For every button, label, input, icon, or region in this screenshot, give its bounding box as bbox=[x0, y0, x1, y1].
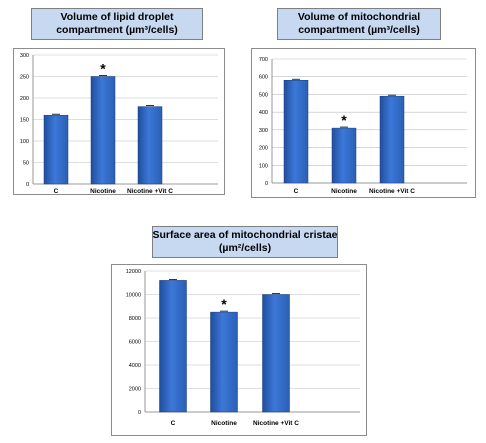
chart2-title-line1: Volume of mitochondrial bbox=[297, 11, 421, 23]
bar bbox=[379, 95, 405, 184]
chart1-title: Volume of lipid droplet compartment (µm³… bbox=[31, 8, 203, 40]
chart1-title-line2: compartment (µm³/cells) bbox=[56, 24, 178, 36]
category-label: Nicotine bbox=[331, 188, 357, 195]
bar bbox=[159, 280, 187, 413]
category-label: Nicotine +Vit C bbox=[253, 420, 299, 427]
bar bbox=[90, 76, 116, 185]
category-label: C bbox=[54, 188, 59, 195]
y-tick-label: 0 bbox=[26, 182, 29, 188]
category-label: C bbox=[294, 188, 299, 195]
y-tick-label: 400 bbox=[259, 110, 268, 116]
significance-marker: * bbox=[100, 61, 106, 77]
bar bbox=[283, 80, 309, 184]
bar bbox=[262, 294, 290, 413]
y-tick-label: 100 bbox=[20, 139, 29, 145]
y-tick-label: 300 bbox=[20, 53, 29, 59]
significance-marker: * bbox=[341, 112, 347, 128]
y-tick-label: 0 bbox=[138, 410, 141, 416]
bar bbox=[331, 127, 357, 184]
y-tick-label: 50 bbox=[23, 161, 29, 167]
chart3-title-line2: (µm²/cells) bbox=[218, 242, 272, 254]
y-tick-label: 2000 bbox=[129, 387, 141, 393]
y-tick-label: 300 bbox=[259, 128, 268, 134]
chart1-title-line1: Volume of lipid droplet bbox=[60, 11, 174, 23]
y-tick-label: 700 bbox=[259, 57, 268, 63]
y-tick-label: 200 bbox=[259, 146, 268, 152]
y-tick-label: 12000 bbox=[126, 269, 141, 275]
y-tick-label: 6000 bbox=[129, 340, 141, 346]
y-tick-label: 4000 bbox=[129, 363, 141, 369]
chart3-title-line1: Surface area of mitochondrial cristae bbox=[152, 229, 338, 241]
category-label: Nicotine bbox=[211, 420, 237, 427]
y-tick-label: 200 bbox=[20, 96, 29, 102]
y-tick-label: 600 bbox=[259, 75, 268, 81]
chart2-title: Volume of mitochondrial compartment (µm³… bbox=[277, 8, 441, 40]
y-tick-label: 8000 bbox=[129, 316, 141, 322]
chart2-title-line2: compartment (µm³/cells) bbox=[298, 24, 420, 36]
category-label: C bbox=[171, 420, 176, 427]
chart3-frame bbox=[111, 264, 367, 436]
category-label: Nicotine +Vit C bbox=[369, 188, 415, 195]
y-tick-label: 500 bbox=[259, 92, 268, 98]
y-tick-label: 100 bbox=[259, 163, 268, 169]
category-label: Nicotine bbox=[90, 188, 116, 195]
chart3-title: Surface area of mitochondrial cristae (µ… bbox=[152, 226, 338, 258]
y-tick-label: 250 bbox=[20, 75, 29, 81]
bar bbox=[43, 114, 69, 185]
bar bbox=[137, 106, 163, 185]
bar bbox=[210, 311, 238, 413]
y-tick-label: 150 bbox=[20, 118, 29, 124]
y-tick-label: 0 bbox=[265, 181, 268, 187]
significance-marker: * bbox=[221, 296, 227, 312]
category-label: Nicotine +Vit C bbox=[127, 188, 173, 195]
y-tick-label: 10000 bbox=[126, 293, 141, 299]
